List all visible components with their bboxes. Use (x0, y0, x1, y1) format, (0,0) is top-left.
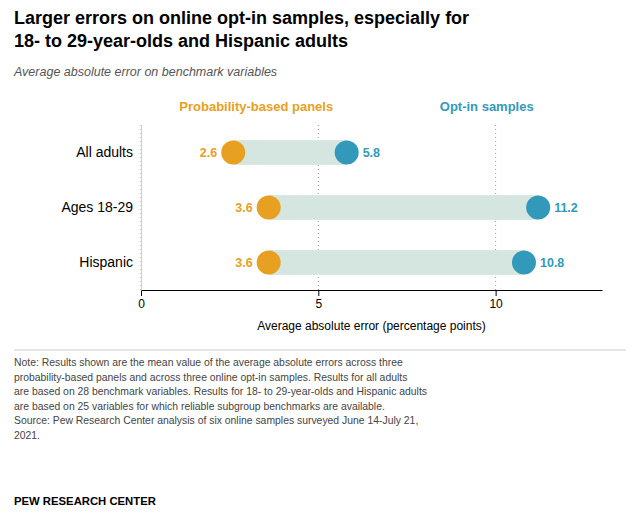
y-tick-label: All adults (76, 144, 133, 160)
y-axis: All adults Ages 18-29 Hispanic (61, 126, 141, 291)
y-tick: Hispanic (79, 254, 141, 270)
dot (221, 141, 245, 165)
connector-bar (269, 195, 539, 220)
data-label: 3.6 (235, 201, 252, 215)
y-axis-line (141, 126, 142, 291)
data-label: 2.6 (200, 146, 217, 160)
data-label: 3.6 (235, 256, 252, 270)
footer: PEW RESEARCH CENTER (14, 495, 156, 507)
x-tick-label: 0 (138, 297, 145, 311)
grid-line (141, 125, 142, 290)
x-tick-label: 10 (489, 297, 503, 311)
y-tick: All adults (76, 144, 141, 160)
marks (221, 140, 550, 275)
y-tick: Ages 18-29 (61, 199, 141, 215)
dot (257, 251, 281, 275)
data-label: 10.8 (540, 256, 564, 270)
x-tick: 0 (138, 290, 145, 311)
connector-bar (269, 250, 524, 275)
x-tick-mark (496, 290, 497, 296)
legend-entry: Probability-based panels (179, 99, 333, 114)
title: Larger errors on online opt-in samples, … (14, 8, 469, 51)
y-tick-label: Hispanic (79, 254, 133, 270)
x-axis-line (142, 290, 603, 291)
x-tick-label: 5 (315, 297, 322, 311)
x-axis-title: Average absolute error (percentage point… (257, 319, 486, 333)
connector-bar (233, 140, 346, 165)
dot (526, 196, 550, 220)
data-label: 11.2 (554, 201, 578, 215)
dot (512, 251, 536, 275)
separator (14, 350, 626, 351)
subtitle: Average absolute error on benchmark vari… (13, 65, 277, 79)
x-tick: 10 (489, 290, 503, 311)
x-axis: 0 5 10 (138, 290, 602, 311)
chart: Larger errors on online opt-in samples, … (0, 0, 640, 521)
note: Note: Results shown are the mean value o… (14, 357, 427, 441)
data-label: 5.8 (363, 146, 380, 160)
x-tick: 5 (315, 290, 322, 311)
legend-entry: Opt-in samples (440, 99, 534, 114)
dot (257, 196, 281, 220)
x-tick-mark (141, 290, 142, 296)
data-labels: 2.6 3.6 3.6 5.8 11.2 10.8 (200, 146, 578, 270)
legend: Probability-based panels Opt-in samples (179, 99, 533, 114)
x-tick-mark (318, 290, 319, 296)
dot (335, 141, 359, 165)
y-tick-label: Ages 18-29 (61, 199, 133, 215)
